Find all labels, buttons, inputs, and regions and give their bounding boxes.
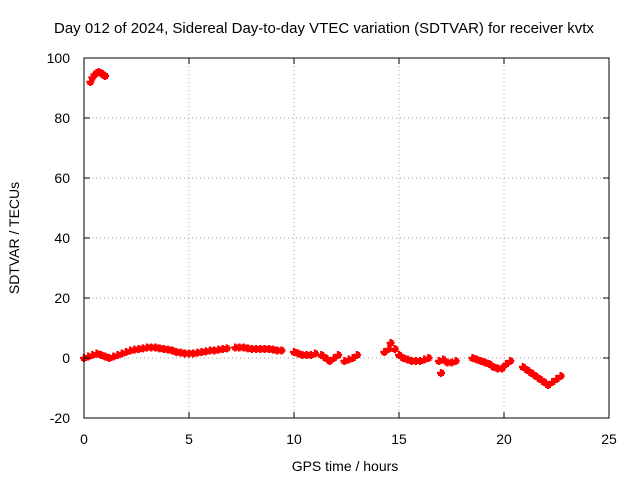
x-tick-label: 5 [185, 431, 193, 447]
y-tick-label: 100 [47, 50, 71, 66]
x-tick-label: 15 [391, 431, 407, 447]
y-tick-labels: -20 0 20 40 60 80 100 [47, 50, 71, 426]
data-point [390, 345, 399, 353]
y-tick-label: 20 [54, 290, 70, 306]
x-tick-label: 20 [496, 431, 512, 447]
data-point [424, 354, 433, 362]
y-tick-label: 0 [62, 350, 70, 366]
data-point [222, 344, 231, 353]
data-points [80, 68, 565, 389]
y-tick-label: -20 [50, 410, 70, 426]
x-axis-label: GPS time / hours [292, 458, 399, 474]
data-point [386, 339, 395, 347]
data-point [506, 357, 515, 365]
data-point [353, 351, 361, 359]
y-tick-label: 60 [54, 170, 70, 186]
x-tick-label: 25 [601, 431, 617, 447]
data-point [451, 357, 460, 365]
data-point [311, 349, 319, 358]
grid-lines [84, 58, 609, 418]
chart-title: Day 012 of 2024, Sidereal Day-to-day VTE… [54, 20, 594, 37]
x-tick-label: 0 [80, 431, 88, 447]
data-point [101, 72, 109, 80]
data-point [334, 351, 343, 359]
data-point [277, 346, 286, 355]
y-tick-label: 40 [54, 230, 70, 246]
axis-ticks [83, 57, 610, 419]
x-tick-labels: 0 5 10 15 20 25 [80, 431, 617, 447]
y-axis-label: SDTVAR / TECUs [6, 182, 22, 294]
data-point [437, 369, 445, 377]
data-point [556, 372, 565, 380]
y-tick-label: 80 [54, 110, 70, 126]
x-tick-label: 10 [286, 431, 302, 447]
